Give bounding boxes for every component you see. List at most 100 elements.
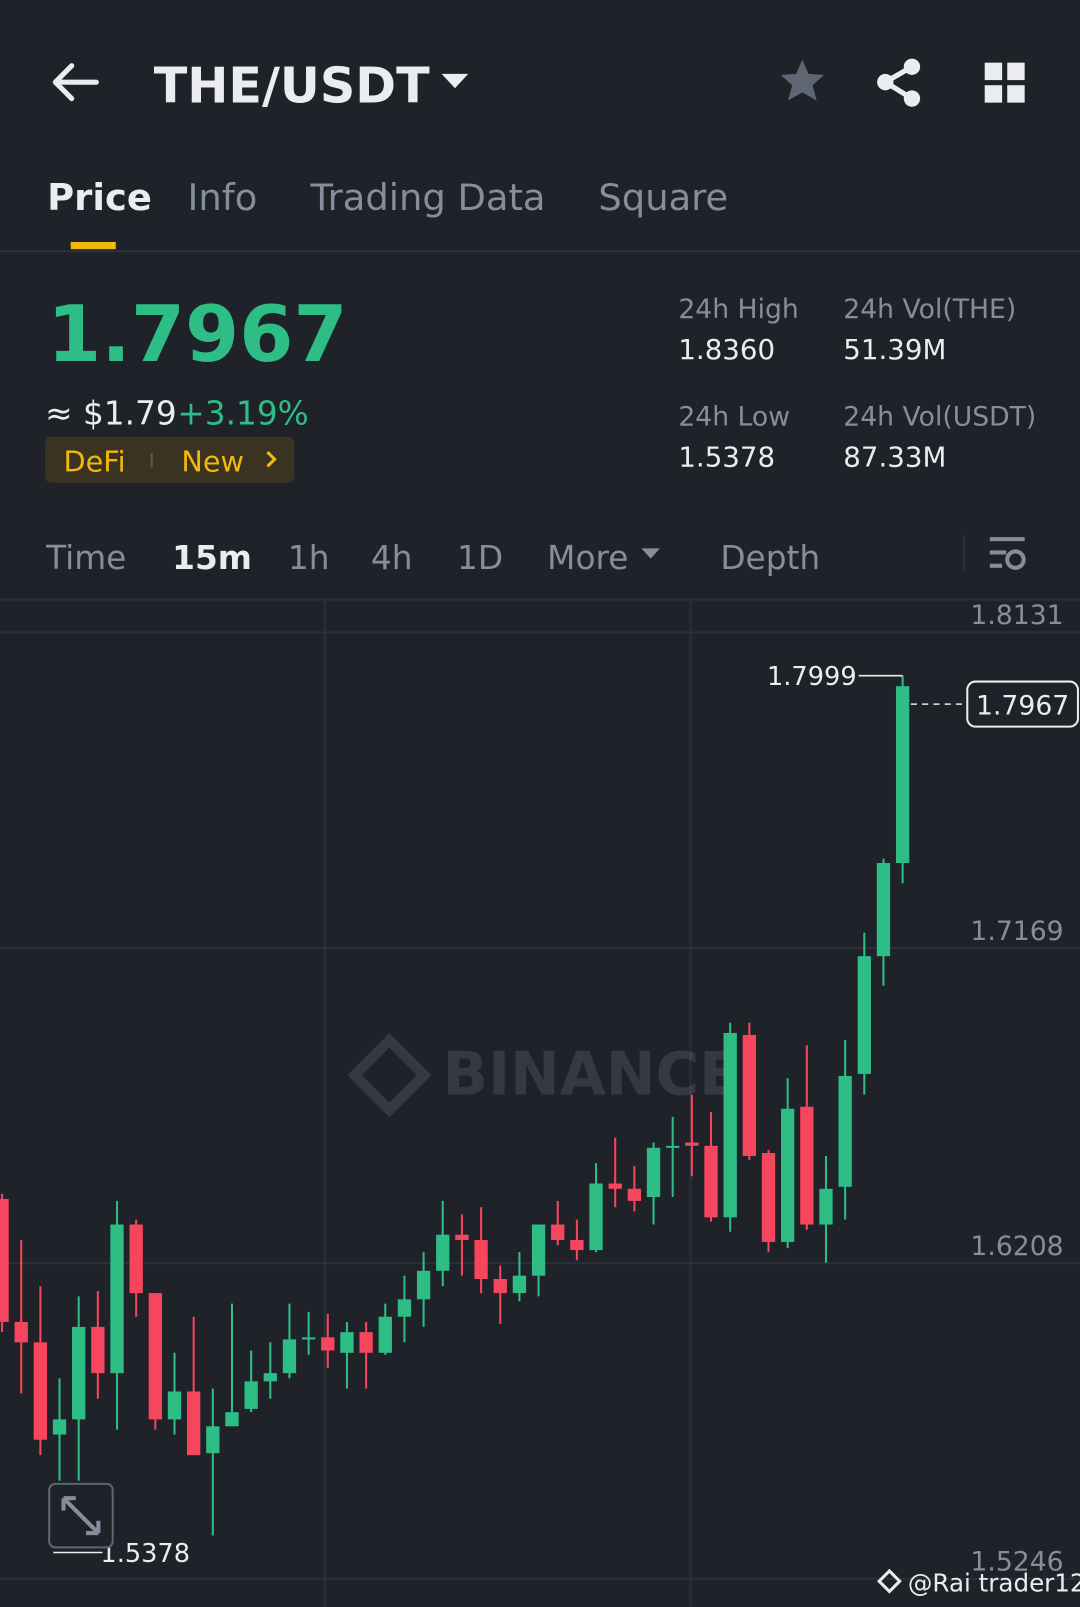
watermark: BINANCE (347, 1032, 740, 1118)
back-button[interactable] (52, 63, 99, 102)
candle-body (72, 1326, 86, 1420)
interval[interactable]: Depth (720, 539, 820, 577)
stat-label: 24h Vol(THE) (843, 294, 1016, 325)
candle-body (340, 1332, 354, 1353)
divider (0, 250, 1080, 253)
candle-body (91, 1326, 105, 1374)
candle-body (282, 1339, 297, 1374)
candle-body (646, 1147, 661, 1197)
stat-label: 24h High (678, 294, 798, 325)
tab[interactable]: Price (47, 176, 152, 219)
interval[interactable]: 1D (457, 539, 503, 577)
candle-body (33, 1342, 48, 1440)
candle-body (129, 1224, 143, 1294)
credit: @Rai trader12 (908, 1568, 1080, 1597)
last-price-tag (966, 680, 1079, 728)
price-change: +3.19% (177, 394, 309, 432)
candle-body (761, 1153, 776, 1242)
candle-body (819, 1188, 833, 1225)
candle-body (187, 1391, 201, 1456)
icon-gear (1005, 549, 1026, 570)
settings-icon[interactable] (989, 537, 1026, 570)
candle-body (608, 1183, 622, 1189)
tag[interactable]: New (181, 445, 244, 479)
candle-body (589, 1183, 603, 1251)
share-lines (883, 64, 914, 101)
grid-icon[interactable] (984, 62, 1025, 103)
candle-body (455, 1234, 469, 1240)
candle-body (301, 1337, 316, 1340)
candle-body (627, 1188, 642, 1201)
candle-body (512, 1275, 527, 1294)
candle-body (321, 1337, 335, 1351)
candle-body (225, 1412, 239, 1427)
stat-label: 24h Low (678, 401, 790, 432)
candle-body (397, 1299, 412, 1317)
y-tick-label: 1.7169 (970, 916, 1063, 947)
tag-separator (150, 453, 153, 468)
candle-body (14, 1321, 28, 1343)
tag[interactable]: DeFi (64, 445, 126, 479)
stat-label: 24h Vol(USDT) (843, 401, 1036, 432)
icon-bar (989, 550, 1007, 555)
candle-body (263, 1373, 277, 1382)
candle-body (206, 1426, 220, 1454)
interval[interactable]: 15m (172, 539, 252, 577)
icon-bar (989, 537, 1025, 542)
fullscreen-icon (61, 1496, 101, 1536)
candle-body (110, 1224, 124, 1374)
pair-caret[interactable] (441, 73, 469, 89)
candle-body (436, 1234, 450, 1271)
candle-body (0, 1198, 9, 1322)
candle-body (723, 1032, 737, 1218)
y-tick-label: 1.5246 (970, 1547, 1063, 1578)
interval[interactable]: Time (45, 539, 126, 577)
stat-value: 1.8360 (678, 333, 775, 366)
grid-cell (1007, 85, 1025, 103)
tab-indicator (70, 241, 116, 250)
stat-value: 87.33M (843, 440, 946, 473)
interval[interactable]: 4h (371, 539, 413, 577)
tag-box[interactable] (45, 436, 295, 483)
share-icon[interactable] (877, 58, 921, 107)
candle-body (895, 686, 910, 864)
candle-body (416, 1270, 431, 1300)
candle-body (52, 1419, 67, 1435)
favorite-icon[interactable] (780, 59, 824, 101)
candle-body (378, 1316, 392, 1353)
more-caret (641, 548, 660, 559)
tab[interactable]: Trading Data (309, 176, 545, 219)
high-marker: 1.7999 (767, 662, 857, 692)
y-tick-label: 1.8131 (970, 600, 1063, 631)
grid-cell (1007, 62, 1025, 81)
grid-cell (984, 85, 1003, 103)
tab[interactable]: Square (598, 176, 728, 219)
candle-body (857, 956, 871, 1074)
y-tick-label: 1.6208 (970, 1231, 1063, 1262)
icon-bar (989, 563, 1003, 568)
pair-title[interactable]: THE/USDT (154, 57, 430, 115)
divider (963, 535, 966, 570)
candle-body (570, 1239, 584, 1251)
candle-body (685, 1142, 699, 1146)
grid-cell (984, 62, 1003, 81)
candle-body (167, 1391, 182, 1420)
candle-body (742, 1034, 756, 1156)
candle-body (666, 1145, 680, 1148)
low-marker: 1.5378 (100, 1539, 190, 1569)
last-price: 1.7967 (47, 290, 347, 380)
candle-body (704, 1145, 718, 1218)
tab[interactable]: Info (188, 176, 258, 219)
last-price-label: 1.7967 (976, 690, 1069, 721)
candle-body (244, 1381, 258, 1409)
candle-chart: 1.8131 1.7169 1.6208 1.5246 1.7999 1.5378 1.79… (0, 600, 1080, 1580)
interval[interactable]: More (547, 539, 628, 577)
tag-chevron (266, 450, 277, 468)
watermark-logo (347, 1032, 432, 1118)
back-arrow (52, 63, 99, 102)
candle-body (148, 1293, 162, 1420)
candle-body (876, 863, 891, 957)
interval[interactable]: 1h (288, 539, 330, 577)
candle-body (781, 1108, 795, 1242)
